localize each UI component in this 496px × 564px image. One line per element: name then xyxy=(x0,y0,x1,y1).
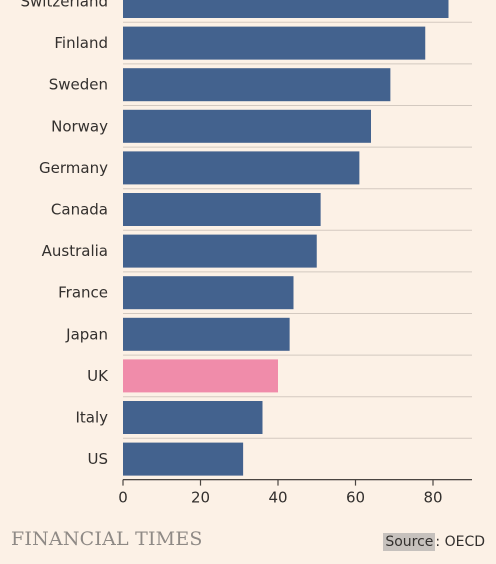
bar-australia xyxy=(123,234,317,268)
bar-france xyxy=(123,276,294,310)
category-labels: Switzerland Finland Sweden Norway Germany Can… xyxy=(21,0,110,468)
category-label-germany: Germany xyxy=(39,159,108,177)
bar-norway xyxy=(123,109,371,143)
category-label-norway: Norway xyxy=(51,117,108,135)
bars xyxy=(123,0,449,476)
bar-finland xyxy=(123,26,426,60)
category-label-uk: UK xyxy=(87,367,109,385)
category-label-switzerland: Switzerland xyxy=(21,0,109,11)
bar-uk xyxy=(123,359,278,393)
category-label-finland: Finland xyxy=(54,34,108,52)
bar-us xyxy=(123,442,244,476)
x-tick-label: 60 xyxy=(346,489,365,507)
x-tick-label: 0 xyxy=(118,489,128,507)
x-tick-label: 80 xyxy=(423,489,442,507)
category-label-us: US xyxy=(87,450,108,468)
category-label-australia: Australia xyxy=(42,242,108,260)
x-tick-label: 40 xyxy=(268,489,287,507)
bar-germany xyxy=(123,151,360,185)
x-axis: 0 20 40 60 80 xyxy=(118,479,472,507)
bar-canada xyxy=(123,193,321,226)
bar-japan xyxy=(123,317,290,351)
category-label-sweden: Sweden xyxy=(49,76,108,94)
source-note: Source: OECD xyxy=(383,533,485,551)
source-key: Source xyxy=(383,533,436,551)
x-tick-label: 20 xyxy=(191,489,210,507)
category-label-canada: Canada xyxy=(51,201,108,219)
bar-sweden xyxy=(123,68,391,102)
category-label-italy: Italy xyxy=(75,409,108,427)
source-value: : OECD xyxy=(435,534,485,550)
category-label-japan: Japan xyxy=(65,325,108,343)
bar-switzerland xyxy=(123,0,449,18)
category-label-france: France xyxy=(58,284,108,302)
brand-logo-text: FINANCIAL TIMES xyxy=(11,528,203,550)
bar-italy xyxy=(123,401,263,434)
